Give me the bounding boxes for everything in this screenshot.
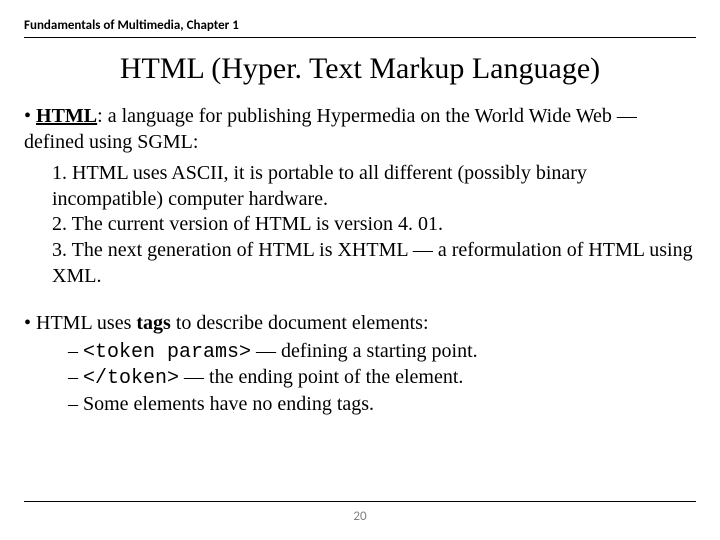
dash-item-3: – Some elements have no ending tags. [68,392,696,418]
list-item-2: 2. The current version of HTML is versio… [52,212,696,238]
dash-item-2: – </token> — the ending point of the ele… [68,365,696,392]
tags-pre: • HTML uses [24,312,136,334]
page-title: HTML (Hyper. Text Markup Language) [24,52,696,86]
dash-item-1: – <token params> — defining a starting p… [68,339,696,366]
dash1-post: — defining a starting point. [251,340,478,362]
tags-paragraph: • HTML uses tags to describe document el… [24,311,696,337]
dash1-code: <token params> [83,341,251,364]
list-item-3: 3. The next generation of HTML is XHTML … [52,238,696,289]
list-item-1: 1. HTML uses ASCII, it is portable to al… [52,161,696,212]
dash2-code: </token> [83,367,179,390]
content-body: • HTML: a language for publishing Hyperm… [24,104,696,418]
intro-text: : a language for publishing Hypermedia o… [24,105,637,153]
intro-paragraph: • HTML: a language for publishing Hyperm… [24,104,696,155]
tags-bold: tags [136,312,175,334]
dash2-post: — the ending point of the element. [179,366,463,388]
bottom-rule [24,501,696,502]
page-number: 20 [0,509,720,524]
top-rule [24,37,696,38]
chapter-header: Fundamentals of Multimedia, Chapter 1 [24,18,696,37]
dash-list: – <token params> — defining a starting p… [24,339,696,418]
tags-post: to describe document elements: [176,312,429,334]
dash2-pre: – [68,366,83,388]
numbered-list: 1. HTML uses ASCII, it is portable to al… [24,161,696,289]
html-term: HTML [36,105,97,127]
dash1-pre: – [68,340,83,362]
